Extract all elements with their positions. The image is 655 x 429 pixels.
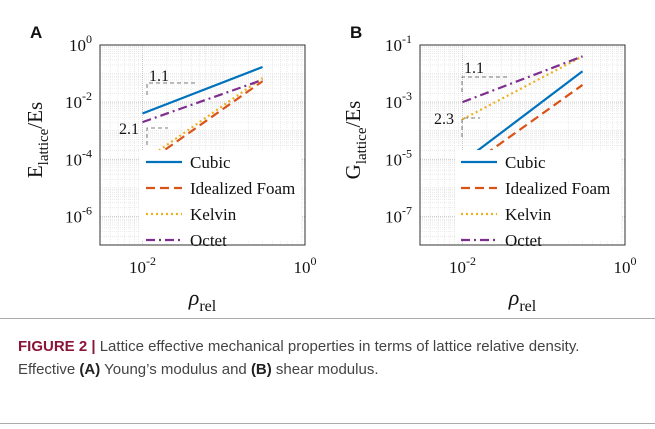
legend-box bbox=[455, 150, 621, 241]
slope-triangle bbox=[461, 76, 510, 92]
tick-base: 10 bbox=[65, 150, 82, 169]
label-sub: rel bbox=[519, 298, 536, 315]
legend-label: Kelvin bbox=[190, 205, 237, 224]
x-axis-label: ρrel bbox=[508, 285, 537, 315]
tick-exponent: -6 bbox=[82, 203, 92, 217]
tick-exponent: -1 bbox=[402, 32, 412, 46]
label-main: ρ bbox=[188, 285, 200, 310]
annotation: 1.1 bbox=[464, 60, 484, 77]
label-main: G bbox=[341, 164, 365, 179]
x-axis-label: ρrel bbox=[188, 285, 217, 315]
label-main: ρ bbox=[508, 285, 520, 310]
legend-label: Octet bbox=[190, 231, 227, 250]
plot-frame bbox=[419, 44, 626, 246]
tick-exponent: 0 bbox=[631, 254, 637, 268]
caption-text: (A) bbox=[79, 361, 101, 378]
y-tick-label: 10-4 bbox=[65, 146, 92, 169]
label-rest: /Es bbox=[341, 101, 365, 128]
tick-exponent: -2 bbox=[466, 254, 476, 268]
slope-triangle bbox=[146, 82, 195, 95]
legend-label: Cubic bbox=[505, 153, 546, 172]
label-sub: lattice bbox=[354, 127, 370, 164]
series-line bbox=[461, 84, 584, 172]
tick-base: 10 bbox=[614, 258, 631, 277]
legend-label: Idealized Foam bbox=[190, 179, 295, 198]
tick-base: 10 bbox=[294, 258, 311, 277]
y-axis-label: Elattice/Es bbox=[23, 102, 52, 178]
caption-text: shear modulus. bbox=[271, 361, 379, 378]
tick-exponent: -3 bbox=[402, 89, 412, 103]
tick-base: 10 bbox=[65, 93, 82, 112]
tick-base: 10 bbox=[385, 150, 402, 169]
tick-base: 10 bbox=[449, 258, 466, 277]
tick-exponent: 0 bbox=[311, 254, 317, 268]
x-tick-label: 100 bbox=[614, 254, 637, 277]
tick-base: 10 bbox=[385, 207, 402, 226]
annotation: 2.3 bbox=[434, 111, 454, 128]
y-axis-label: Glattice/Es bbox=[341, 101, 370, 180]
tick-exponent: -7 bbox=[402, 203, 412, 217]
panel-label: A bbox=[30, 23, 42, 42]
y-tick-label: 10-1 bbox=[385, 32, 412, 55]
tick-exponent: -2 bbox=[146, 254, 156, 268]
slope-triangle bbox=[461, 117, 480, 137]
legend-label: Cubic bbox=[190, 153, 231, 172]
legend-label: Idealized Foam bbox=[505, 179, 610, 198]
y-tick-label: 10-6 bbox=[65, 203, 92, 226]
y-tick-label: 100 bbox=[69, 32, 92, 55]
caption-text: (B) bbox=[250, 361, 272, 378]
caption-text: Lattice effective mechanical properties … bbox=[18, 338, 580, 378]
plot-frame bbox=[99, 44, 306, 246]
slope-triangle bbox=[146, 127, 168, 145]
label-sub: lattice bbox=[36, 128, 52, 165]
x-tick-label: 10-2 bbox=[449, 254, 476, 277]
y-tick-label: 10-3 bbox=[385, 89, 412, 112]
tick-exponent: 0 bbox=[86, 32, 92, 46]
annotation: 1.1 bbox=[149, 68, 169, 85]
caption-text: FIGURE 2 | bbox=[18, 338, 100, 355]
tick-base: 10 bbox=[385, 36, 402, 55]
tick-base: 10 bbox=[65, 207, 82, 226]
panel-label: B bbox=[350, 23, 362, 42]
series-line bbox=[461, 70, 584, 163]
series-line bbox=[141, 80, 264, 167]
tick-exponent: -2 bbox=[82, 89, 92, 103]
x-tick-label: 100 bbox=[294, 254, 317, 277]
caption-text: Young’s modulus and bbox=[100, 361, 251, 378]
caption: FIGURE 2 | Lattice effective mechanical … bbox=[0, 318, 655, 424]
legend-box bbox=[140, 150, 301, 241]
tick-exponent: -5 bbox=[402, 146, 412, 160]
figure: A10-2 10010010-210-410-6Elattice/Esρrel1.… bbox=[23, 23, 637, 315]
legend-label: Octet bbox=[505, 231, 542, 250]
tick-exponent: -4 bbox=[82, 146, 92, 160]
label-main: E bbox=[23, 165, 47, 178]
y-tick-label: 10-7 bbox=[385, 203, 412, 226]
label-rest: /Es bbox=[23, 102, 47, 129]
legend-label: Kelvin bbox=[505, 205, 552, 224]
y-tick-label: 10-5 bbox=[385, 146, 412, 169]
tick-base: 10 bbox=[129, 258, 146, 277]
series-line bbox=[142, 65, 263, 115]
label-sub: rel bbox=[199, 298, 216, 315]
annotation: 2.1 bbox=[119, 121, 139, 138]
series-line bbox=[142, 78, 263, 124]
tick-base: 10 bbox=[69, 36, 86, 55]
tick-base: 10 bbox=[385, 93, 402, 112]
x-tick-label: 10-2 bbox=[129, 254, 156, 277]
series-line bbox=[462, 55, 583, 104]
y-tick-label: 10-2 bbox=[65, 89, 92, 112]
